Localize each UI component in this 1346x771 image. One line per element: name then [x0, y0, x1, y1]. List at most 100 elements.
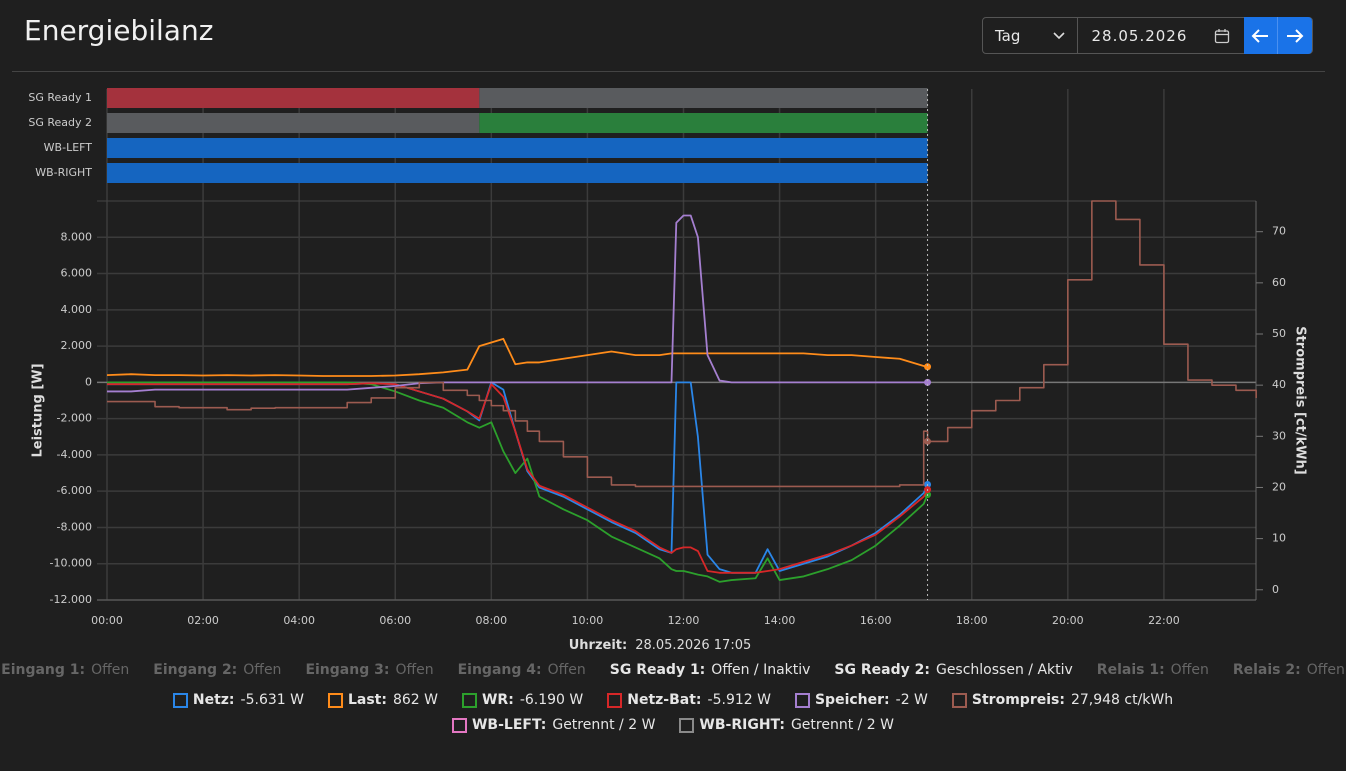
y2-tick-label: 10	[1272, 532, 1286, 545]
legend-name: Strompreis:	[971, 692, 1065, 708]
status-item: SG Ready 2: Geschlossen / Aktiv	[834, 662, 1072, 678]
status-segment	[479, 88, 928, 108]
legend-readout: 862 W	[392, 692, 438, 708]
legend-readout: Getrennt / 2 W	[790, 717, 895, 733]
x-tick-label: 14:00	[764, 614, 796, 627]
legend-item[interactable]: WR: -6.190 W	[461, 692, 584, 708]
x-tick-label: 04:00	[283, 614, 315, 627]
status-item: Relais 2: Offen	[1233, 662, 1345, 678]
x-tick-label: 20:00	[1052, 614, 1084, 627]
series-line	[107, 214, 928, 393]
x-tick-label: 00:00	[91, 614, 123, 627]
cursor-point	[924, 363, 932, 371]
chart: 00:00 02:00 04:00 06:00 08:00 10:00 12:00 14:00…	[28, 88, 1308, 653]
legend-readout: -5.631 W	[240, 692, 304, 708]
legend-swatch	[327, 692, 343, 708]
status-label: SG Ready 2:	[834, 662, 930, 678]
legend-swatch	[951, 692, 967, 708]
x-tick-label: 22:00	[1148, 614, 1180, 627]
calendar-icon	[1214, 28, 1229, 43]
y-tick-label: 6.000	[61, 267, 93, 280]
status-row-label: WB-LEFT	[44, 141, 93, 154]
legend-swatch	[461, 692, 477, 708]
y2-tick-label: 30	[1272, 429, 1286, 442]
status-value: Offen	[243, 662, 282, 678]
y2-tick-label: 60	[1272, 276, 1286, 289]
range-select[interactable]: Tag	[983, 18, 1078, 53]
status-label: Eingang 3:	[305, 662, 390, 678]
legend-name: WR:	[481, 692, 514, 708]
x-tick-label: 12:00	[668, 614, 700, 627]
legend-item[interactable]: Netz: -5.631 W	[172, 692, 304, 708]
x-tick-label: 16:00	[860, 614, 892, 627]
y-axis-title: Leistung [W]	[31, 363, 46, 457]
legend-name: Speicher:	[814, 692, 890, 708]
y2-tick-label: 50	[1272, 327, 1286, 340]
series-line	[107, 381, 929, 574]
series-line	[107, 200, 1257, 488]
legend-name: WB-RIGHT:	[699, 717, 785, 733]
legend-item[interactable]: Strompreis: 27,948 ct/kWh	[951, 692, 1173, 708]
x-tick-label: 18:00	[956, 614, 988, 627]
date-controls: Tag 28.05.2026	[982, 17, 1313, 54]
y-tick-label: 8.000	[61, 230, 93, 243]
y-tick-label: -4.000	[57, 448, 92, 461]
status-value: Offen / Inaktiv	[711, 662, 811, 678]
legend-name: Netz:	[192, 692, 235, 708]
y-tick-label: 2.000	[61, 339, 93, 352]
legend-item[interactable]: Last: 862 W	[327, 692, 438, 708]
series-line	[106, 337, 928, 377]
y-tick-label: 0	[85, 375, 92, 388]
y-tick-label: -10.000	[50, 557, 92, 570]
status-label: Eingang 2:	[153, 662, 238, 678]
page-title: Energiebilanz	[24, 14, 214, 47]
legend-item[interactable]: WB-LEFT: Getrennt / 2 W	[451, 717, 655, 733]
date-value: 28.05.2026	[1091, 26, 1188, 45]
status-item: Eingang 4: Offen	[458, 662, 586, 678]
y2-tick-label: 40	[1272, 378, 1286, 391]
chevron-icon	[1052, 31, 1065, 39]
x-axis-title: Uhrzeit: 28.05.2026 17:05	[569, 638, 752, 653]
legend-item[interactable]: Netz-Bat: -5.912 W	[607, 692, 771, 708]
status-value: Offen	[1170, 662, 1209, 678]
status-value: Offen	[547, 662, 586, 678]
prev-button[interactable]	[1243, 17, 1278, 54]
x-tick-label: 08:00	[475, 614, 507, 627]
status-segment	[107, 163, 928, 183]
x-axis-title-label: Uhrzeit:	[569, 638, 627, 653]
legend-readout: -2 W	[895, 692, 928, 708]
next-button[interactable]	[1277, 17, 1312, 54]
y-tick-label: -12.000	[50, 593, 92, 606]
y2-tick-label: 20	[1272, 480, 1286, 493]
y-tick-label: -6.000	[57, 484, 92, 497]
x-tick-label: 02:00	[187, 614, 219, 627]
status-item: Relais 1: Offen	[1097, 662, 1209, 678]
status-value: Offen	[91, 662, 130, 678]
legend-swatch	[607, 692, 623, 708]
status-segment	[107, 113, 480, 133]
series-line	[107, 381, 929, 583]
y2-axis-title: Strompreis [ct/kWh]	[1293, 326, 1308, 475]
status-value: Offen	[395, 662, 434, 678]
legend-name: Last:	[347, 692, 387, 708]
x-tick-label: 10:00	[572, 614, 604, 627]
arrow-left-icon	[1251, 28, 1269, 43]
status-item: Eingang 3: Offen	[305, 662, 433, 678]
legend-readout: -6.190 W	[519, 692, 584, 708]
legend-name: Netz-Bat:	[627, 692, 702, 708]
status-row-label: SG Ready 1	[28, 91, 92, 104]
date-input[interactable]: 28.05.2026	[1078, 18, 1244, 53]
legend-item[interactable]: WB-RIGHT: Getrennt / 2 W	[679, 717, 894, 733]
status-label: Eingang 4:	[457, 662, 542, 678]
legend-swatch	[794, 692, 810, 708]
legend-swatch	[679, 717, 695, 733]
cursor-point	[924, 437, 932, 445]
y-tick-label: -2.000	[57, 412, 92, 425]
legend-item[interactable]: Speicher: -2 W	[794, 692, 928, 708]
status-segment	[107, 138, 928, 158]
status-label: SG Ready 1:	[609, 662, 706, 678]
series-line	[107, 382, 929, 574]
status-value: Offen	[1306, 662, 1345, 678]
status-segment	[479, 113, 928, 133]
